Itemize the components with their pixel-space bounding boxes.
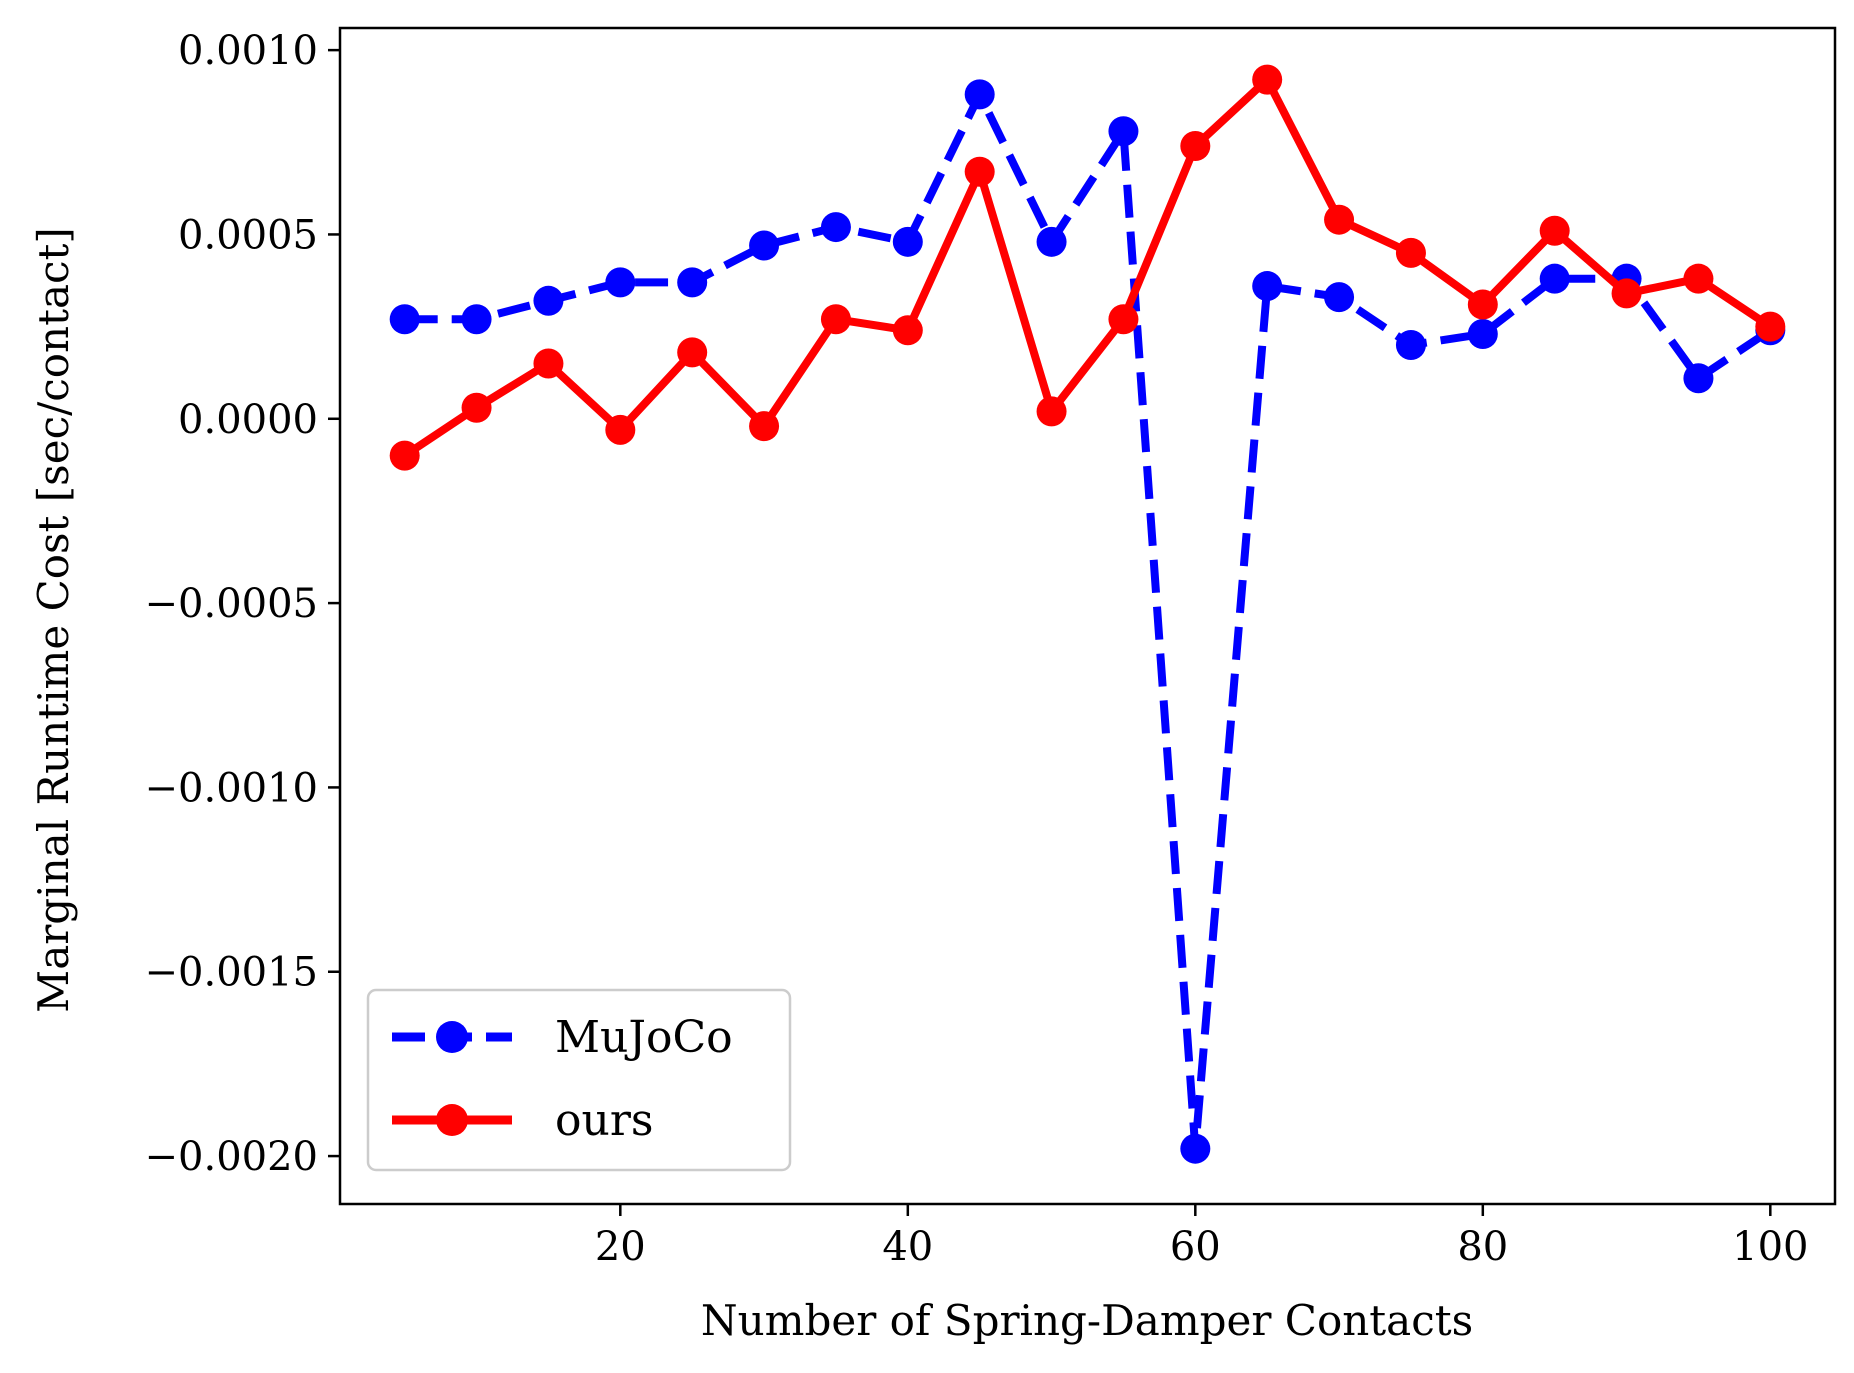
data-point-ours: [1467, 289, 1498, 320]
data-point-mujoco: [1036, 226, 1067, 257]
data-point-ours: [1108, 304, 1139, 335]
plot-frame: [338, 26, 1837, 1206]
data-point-mujoco: [892, 226, 923, 257]
data-point-mujoco: [1108, 116, 1139, 147]
y-tick-label: −0.0005: [145, 581, 318, 627]
y-tick-label: −0.0015: [145, 950, 318, 996]
data-point-mujoco: [964, 79, 995, 110]
data-point-mujoco: [1324, 282, 1355, 313]
data-point-mujoco: [1539, 263, 1570, 294]
data-point-mujoco: [1180, 1133, 1211, 1164]
data-point-mujoco: [461, 304, 492, 335]
y-tick-label: −0.0020: [145, 1134, 318, 1180]
data-point-ours: [461, 392, 492, 423]
data-point-mujoco: [1252, 271, 1283, 302]
x-tick-label: 100: [1732, 1224, 1808, 1270]
y-tick-label: 0.0005: [178, 212, 318, 258]
data-point-ours: [1180, 130, 1211, 161]
y-tick-label: 0.0000: [178, 397, 318, 443]
legend-label-ours: ours: [555, 1095, 653, 1146]
x-axis: 20 40 60 80 100: [595, 1204, 1808, 1270]
data-point-mujoco: [1467, 318, 1498, 349]
x-axis-label: Number of Spring-Damper Contacts: [701, 1296, 1473, 1345]
data-point-mujoco: [605, 267, 636, 298]
data-point-ours: [749, 411, 780, 442]
legend-box: [366, 988, 792, 1172]
data-point-ours: [533, 348, 564, 379]
data-point-mujoco: [1395, 330, 1426, 361]
data-point-ours: [1036, 396, 1067, 427]
series-layer: [389, 64, 1786, 1164]
data-point-mujoco: [677, 267, 708, 298]
x-tick-label: 40: [882, 1224, 933, 1270]
data-point-ours: [1395, 237, 1426, 268]
data-point-mujoco: [533, 285, 564, 316]
x-tick-label: 20: [595, 1224, 646, 1270]
data-point-ours: [1324, 204, 1355, 235]
data-point-ours: [1755, 311, 1786, 342]
x-tick-label: 60: [1170, 1224, 1221, 1270]
y-tick-label: −0.0010: [145, 765, 318, 811]
data-point-mujoco: [1683, 363, 1714, 394]
x-tick-label: 80: [1457, 1224, 1508, 1270]
y-axis: 0.0010 0.0005 0.0000 −0.0005 −0.0010 −0.0015 −…: [145, 28, 340, 1180]
data-point-ours: [964, 156, 995, 187]
data-point-ours: [389, 440, 420, 471]
series-line-mujoco: [404, 90, 1773, 1153]
series-line-ours: [402, 75, 1773, 459]
legend-label-mujoco: MuJoCo: [555, 1012, 733, 1063]
data-point-ours: [1611, 278, 1642, 309]
legend: MuJoCo ours: [366, 988, 792, 1172]
data-point-mujoco: [820, 212, 851, 243]
legend-marker-mujoco: [436, 1021, 468, 1053]
data-point-mujoco: [749, 230, 780, 261]
data-point-ours: [1252, 64, 1283, 95]
data-point-ours: [677, 337, 708, 368]
data-point-ours: [892, 315, 923, 346]
legend-marker-ours: [436, 1104, 468, 1136]
data-point-mujoco: [389, 304, 420, 335]
data-point-ours: [605, 414, 636, 445]
data-point-ours: [820, 304, 851, 335]
data-point-ours: [1683, 263, 1714, 294]
data-point-ours: [1539, 215, 1570, 246]
y-tick-label: 0.0010: [178, 28, 318, 74]
y-axis-label: Marginal Runtime Cost [sec/contact]: [29, 227, 78, 1013]
